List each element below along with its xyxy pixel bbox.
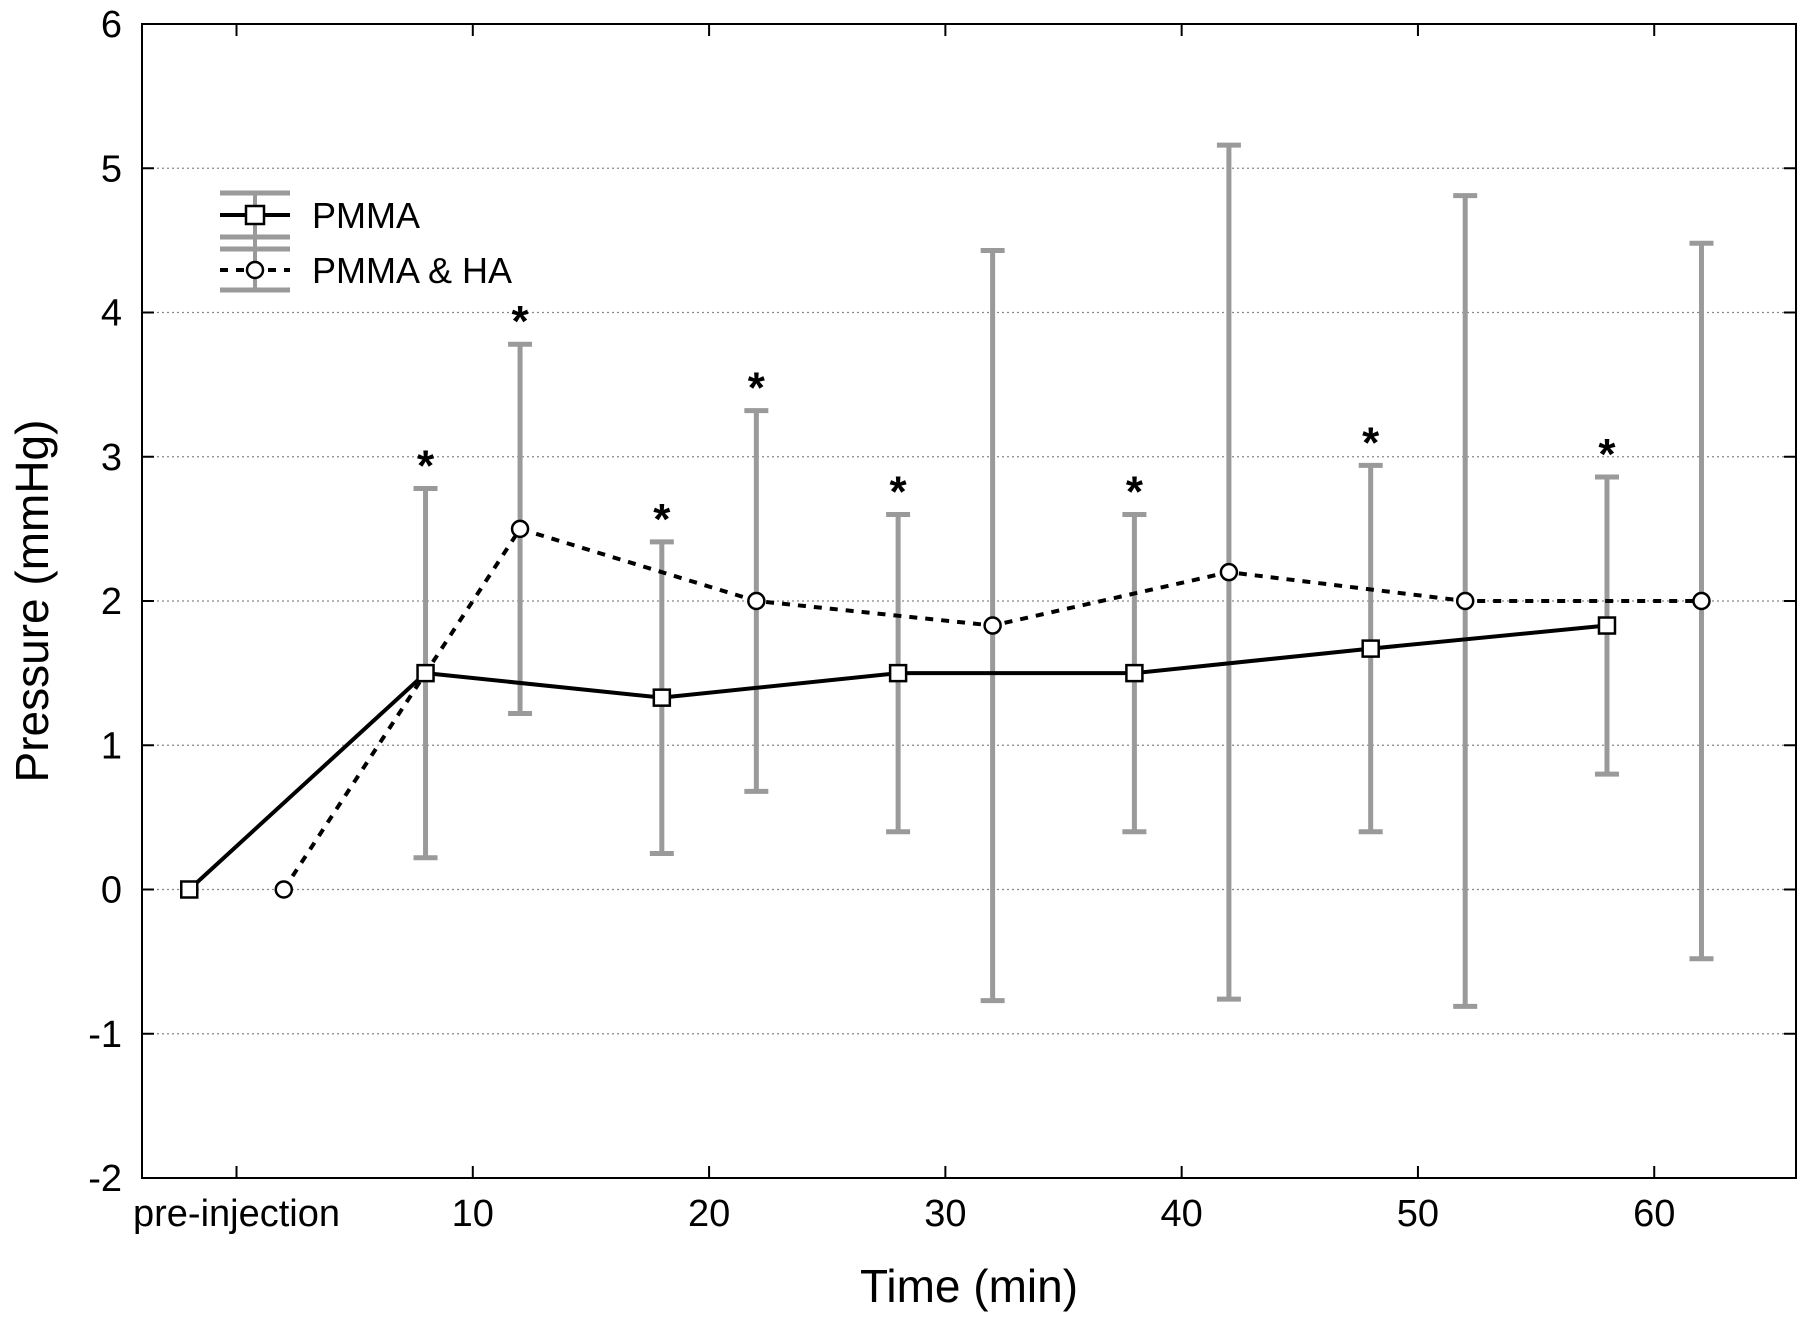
data-point-circle (510, 519, 530, 539)
significance-star: * (511, 297, 529, 346)
significance-star: * (890, 467, 908, 516)
x-tick-label: 10 (452, 1193, 494, 1235)
legend: PMMA PMMA & HA (220, 190, 512, 293)
grid-lines (142, 167, 1796, 1035)
significance-star: * (417, 441, 435, 490)
data-point-circle (1455, 591, 1475, 611)
x-tick-label: 50 (1397, 1193, 1439, 1235)
y-tick-label: 2 (101, 581, 122, 623)
x-tick-label: 40 (1161, 1193, 1203, 1235)
legend-label: PMMA (312, 195, 420, 236)
x-tick-label: 20 (688, 1193, 730, 1235)
significance-markers: * * * * * * * * (417, 297, 1616, 544)
data-point-circle (747, 591, 766, 611)
data-point-square (1597, 616, 1617, 635)
x-tick-label: pre-injection (133, 1193, 340, 1235)
x-tick-label: 30 (924, 1193, 966, 1235)
significance-star: * (1126, 467, 1144, 516)
data-point-circle (274, 880, 294, 899)
legend-marker-square (244, 204, 266, 226)
data-point-circle (1692, 591, 1711, 611)
data-point-square (652, 688, 672, 707)
y-tick-label: 5 (101, 148, 122, 190)
x-axis-title: Time (min) (860, 1260, 1078, 1312)
series-markers (180, 519, 1711, 899)
error-bars (413, 142, 1714, 1009)
x-tick-label: 60 (1633, 1193, 1675, 1235)
data-point-square (1125, 663, 1144, 683)
significance-star: * (1598, 430, 1616, 479)
data-point-square (416, 663, 435, 683)
significance-star: * (748, 364, 766, 413)
data-point-square (888, 663, 908, 683)
y-tick-label: -1 (88, 1014, 122, 1056)
y-tick-label: -2 (88, 1158, 122, 1200)
data-point-circle (1219, 562, 1239, 582)
y-axis-title: Pressure (mmHg) (6, 420, 58, 783)
axis-ticks: -2 -1 0 1 2 3 4 5 6 pre-injection 10 20 30 40 50 60 (88, 4, 1796, 1235)
y-tick-label: 1 (101, 725, 122, 767)
y-tick-label: 4 (101, 293, 122, 335)
data-point-square (1361, 639, 1380, 658)
y-tick-label: 3 (101, 437, 122, 479)
legend-marker-circle (245, 260, 265, 280)
data-point-square (180, 880, 199, 899)
significance-star: * (653, 495, 671, 544)
y-tick-label: 0 (101, 870, 122, 912)
data-point-circle (983, 616, 1002, 635)
legend-label: PMMA & HA (312, 250, 512, 291)
y-tick-label: 6 (101, 4, 122, 46)
series-lines (187, 526, 1702, 891)
significance-star: * (1362, 418, 1380, 467)
